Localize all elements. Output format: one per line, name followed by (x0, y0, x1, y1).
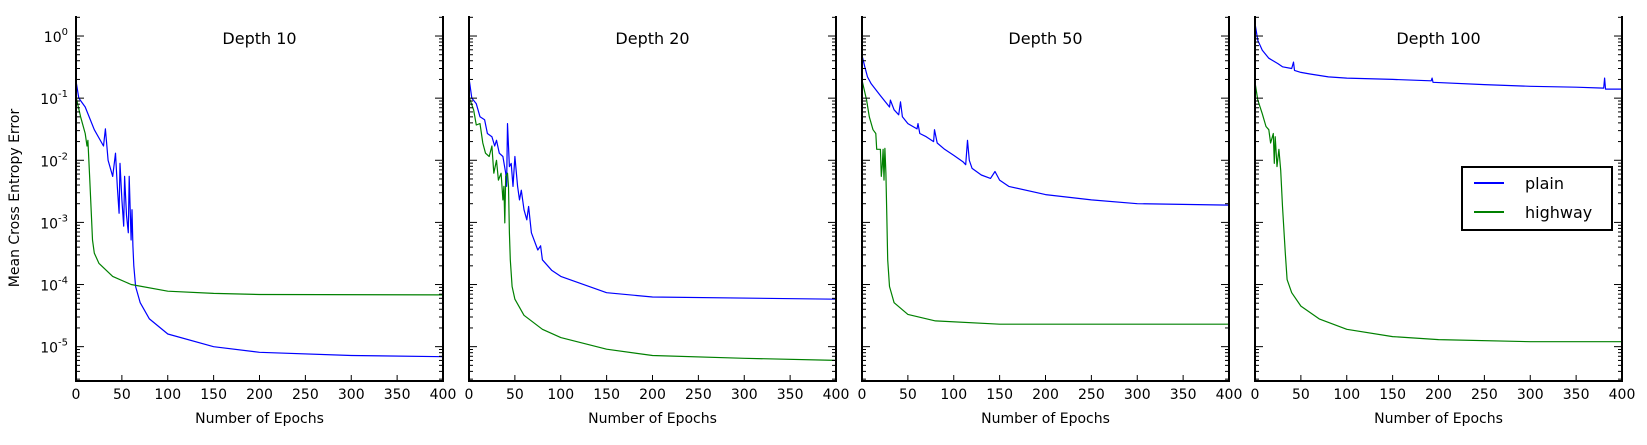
x-tick-label: 100 (1333, 387, 1360, 403)
x-tick-label: 200 (639, 387, 666, 403)
y-tick-label: 100 (44, 27, 68, 46)
y-tick-label: 10-5 (40, 338, 68, 357)
x-tick-label: 0 (858, 387, 867, 403)
legend-label-plain: plain (1525, 174, 1564, 193)
panel-1: 0 50 100 150 200 250 300 350 400 100 10-1 10-2 10-3 1… (40, 16, 456, 427)
panel-4: 0 50 100 150 200 250 300 350 400 Depth 100 Number … (1251, 16, 1636, 427)
x-tick-label: 150 (593, 387, 620, 403)
x-tick-label: 200 (1032, 387, 1059, 403)
panel-2: 0 50 100 150 200 250 300 350 400 Depth 20 Number o… (465, 16, 850, 427)
series-line-plain (468, 78, 837, 300)
x-tick-label: 400 (823, 387, 850, 403)
panel-title: Depth 50 (1008, 29, 1082, 48)
x-tick-label: 250 (1471, 387, 1498, 403)
x-tick-label: 50 (899, 387, 917, 403)
series-line-highway (1254, 82, 1622, 343)
axes-frame (861, 16, 1230, 382)
series-line-highway (468, 96, 837, 361)
x-tick-label: 0 (1251, 387, 1260, 403)
x-tick-label: 50 (506, 387, 524, 403)
y-axis-label: Mean Cross Entropy Error (7, 109, 23, 288)
series-line-highway (75, 96, 444, 296)
series-line-plain (75, 80, 444, 358)
x-tick-label: 300 (1517, 387, 1544, 403)
x-tick-label: 350 (1563, 387, 1590, 403)
x-tick-label: 250 (1078, 387, 1105, 403)
panel-title: Depth 10 (222, 29, 296, 48)
x-axis-label: Number of Epochs (1374, 411, 1503, 427)
x-tick-label: 100 (940, 387, 967, 403)
x-axis-label: Number of Epochs (195, 411, 324, 427)
x-axis-label: Number of Epochs (981, 411, 1110, 427)
series-line-plain (1254, 23, 1622, 90)
legend-box (1461, 166, 1613, 231)
x-tick-label: 0 (72, 387, 81, 403)
x-tick-label: 100 (547, 387, 574, 403)
axes-frame (468, 16, 837, 382)
x-axis-label: Number of Epochs (588, 411, 717, 427)
x-tick-label: 350 (777, 387, 804, 403)
x-tick-label: 250 (292, 387, 319, 403)
x-tick-label: 200 (1425, 387, 1452, 403)
x-tick-label: 300 (1124, 387, 1151, 403)
x-tick-label: 100 (154, 387, 181, 403)
x-tick-label: 50 (113, 387, 131, 403)
x-tick-label: 350 (1170, 387, 1197, 403)
panel-3: 0 50 100 150 200 250 300 350 400 Depth 50 Number o… (858, 16, 1243, 427)
panel-title: Depth 20 (615, 29, 689, 48)
axes-frame (75, 16, 444, 382)
x-tick-label: 300 (338, 387, 365, 403)
y-tick-label: 10-4 (40, 276, 68, 295)
y-tick-label: 10-2 (40, 151, 68, 170)
x-tick-label: 0 (465, 387, 474, 403)
x-tick-label: 150 (1379, 387, 1406, 403)
series-line-highway (861, 79, 1229, 325)
x-tick-label: 150 (200, 387, 227, 403)
x-tick-label: 150 (986, 387, 1013, 403)
x-tick-label: 400 (430, 387, 457, 403)
x-tick-label: 400 (1216, 387, 1243, 403)
panel-title: Depth 100 (1396, 29, 1480, 48)
legend-label-highway: highway (1525, 203, 1592, 222)
x-tick-label: 200 (246, 387, 273, 403)
series-line-plain (861, 55, 1230, 206)
x-tick-label: 350 (384, 387, 411, 403)
y-tick-label: 10-1 (40, 89, 68, 108)
x-tick-label: 250 (685, 387, 712, 403)
x-tick-label: 50 (1292, 387, 1310, 403)
y-tick-label: 10-3 (40, 213, 68, 232)
legend: plain highway (1461, 166, 1613, 231)
x-tick-label: 300 (731, 387, 758, 403)
x-tick-label: 400 (1609, 387, 1636, 403)
